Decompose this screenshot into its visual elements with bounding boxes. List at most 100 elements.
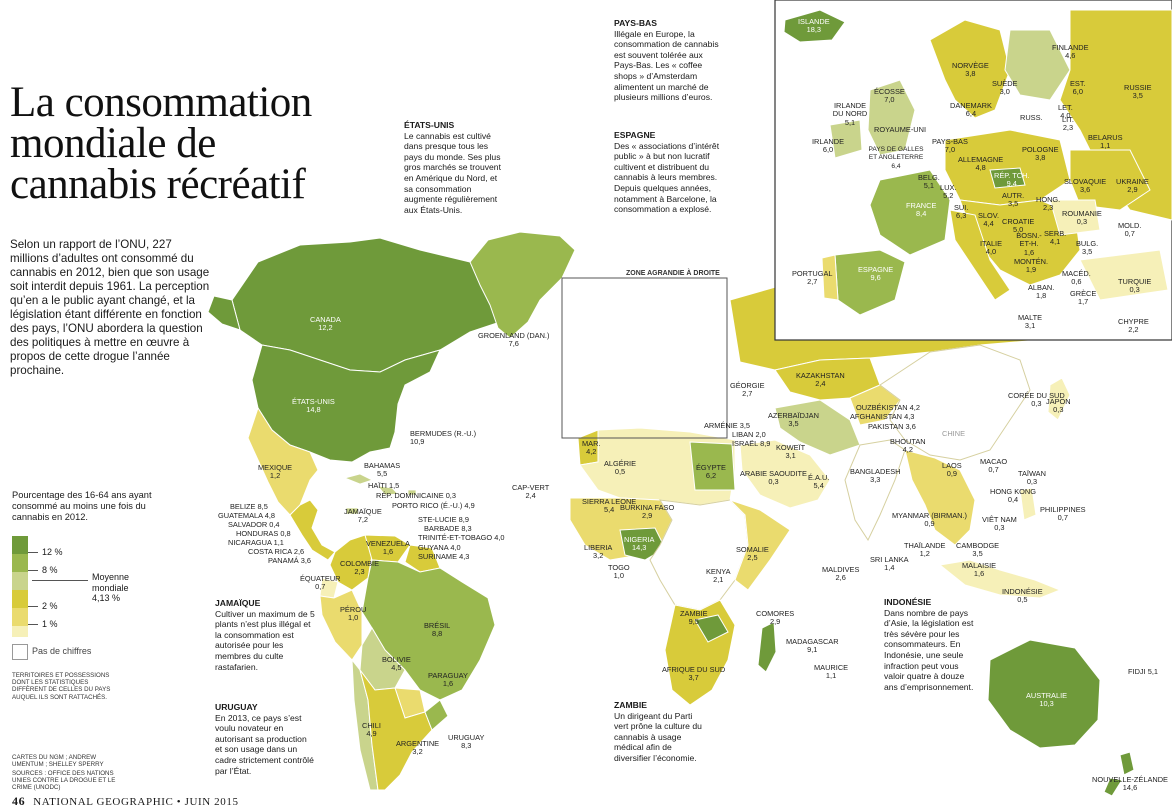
china-shape (879, 344, 1031, 461)
country-label: GÉORGIE 2,7 (730, 381, 765, 399)
europe-label: BOSN.-ET-H. 1,6 (1016, 231, 1042, 257)
legend-tick-2 (28, 606, 38, 607)
country-label: ÉQUATEUR 0,7 (300, 574, 341, 592)
country-label: TOGO 1,0 (608, 563, 630, 581)
europe-label: FINLANDE 4,6 (1052, 43, 1089, 61)
note-jamaique-title: JAMAÏQUE (215, 598, 261, 608)
country-label: HAÏTI 1,5 (368, 481, 400, 490)
country-label: CAP-VERT 2,4 (512, 483, 550, 501)
country-label: ARMÉNIE 3,5 (704, 421, 751, 430)
legend-swatch-2 (12, 554, 28, 572)
europe-label: NORVÈGE 3,8 (952, 61, 989, 79)
country-label: FIDJI 5,1 (1128, 667, 1158, 676)
legend-no-data-label: Pas de chiffres (32, 646, 92, 656)
territories-note: TERRITOIRES ET POSSESSIONS DONT LES STAT… (12, 672, 111, 701)
country-label: CANADA 12,2 (310, 315, 341, 333)
country-label: BURKINA FASO 2,9 (620, 503, 675, 521)
country-label: SRI LANKA 1,4 (870, 555, 909, 573)
europe-label: LET. 4,0 (1058, 103, 1073, 121)
country-label: MEXIQUE 1,2 (258, 463, 293, 481)
note-uruguay: URUGUAY En 2013, ce pays s’est voulu nov… (215, 702, 315, 776)
inset-turkey (1079, 249, 1169, 301)
country-label: TRINITÉ-ET-TOBAGO 4,0 (418, 533, 505, 542)
inset-ireland (829, 119, 863, 159)
country-label: PAKISTAN 3,6 (868, 422, 916, 431)
europe-label: MACÉD. 0,6 (1062, 269, 1091, 287)
legend-title: Pourcentage des 16-64 ans ayant consommé… (12, 490, 152, 522)
legend-swatch-6 (12, 626, 28, 637)
note-zambie: ZAMBIE Un dirigeant du Parti vert prône … (614, 700, 708, 764)
country-label: HONG KONG 0,4 (990, 487, 1036, 505)
new-zealand-shape (1103, 751, 1135, 797)
country-label: MADAGASCAR 9,1 (786, 637, 839, 655)
country-label: JAPON 0,3 (1046, 397, 1071, 415)
zone-label: ZONE AGRANDIE À DROITE (626, 270, 720, 277)
europe-label: ALBAN. 1,8 (1028, 283, 1055, 301)
note-jamaique-text: Cultiver un maximum de 5 plants n’est pl… (215, 608, 315, 672)
europe-label: AUTR. 3,5 (1002, 191, 1025, 209)
note-etats-unis-title: ÉTATS-UNIS (404, 120, 455, 130)
inset-france (869, 169, 951, 256)
country-label: AFGHANISTAN 4,3 (850, 412, 915, 421)
country-label: CAMBODGE 3,5 (956, 541, 1000, 559)
country-label: MYANMAR (BIRMAN.) 0,9 (892, 511, 967, 529)
country-label: SURINAME 4,3 (418, 552, 470, 561)
horn-africa-shape (729, 499, 791, 591)
europe-label: ROUMANIE 0,3 (1062, 209, 1102, 227)
europe-label: SUI. 6,3 (954, 203, 969, 221)
country-label: MALDIVES 2,6 (822, 565, 860, 583)
legend-tick-8 (28, 570, 38, 571)
country-label: TAÏWAN 0,3 (1018, 469, 1046, 487)
australia-shape (987, 639, 1101, 749)
country-label: BERMUDES (R.-U.) 10,9 (410, 429, 477, 447)
europe-label: RUSS. (1020, 113, 1043, 122)
country-label: URUGUAY 8,3 (448, 733, 485, 751)
central-america-shape (289, 499, 336, 561)
europe-label: PAYS-BAS 7,0 (932, 137, 968, 155)
europe-label: LIT. 2,3 (1062, 115, 1074, 133)
country-label: BRÉSIL 8,8 (424, 621, 451, 639)
europe-label: EST. 6,0 (1070, 79, 1086, 97)
note-etats-unis-text: Le cannabis est cultivé dans presque tou… (404, 130, 501, 215)
note-indonesie-text: Dans nombre de pays d’Asie, la législati… (884, 607, 974, 692)
europe-label: MOLD. 0,7 (1118, 221, 1142, 239)
country-label: MACAO 0,7 (980, 457, 1008, 475)
country-label: GROENLAND (DAN.) 7,6 (478, 331, 550, 349)
zambia-shape (694, 614, 729, 643)
country-label: CHILI 4,9 (362, 721, 381, 739)
country-label: LAOS 0,9 (942, 461, 962, 479)
alaska-shape (207, 295, 241, 331)
country-label: OUZBÉKISTAN 4,2 (856, 403, 920, 412)
europe-label: SLOV. 4,4 (978, 211, 1000, 229)
sources: SOURCES : OFFICE DES NATIONS UNIES CONTR… (12, 770, 116, 792)
note-pays-bas-title: PAYS-BAS (614, 18, 657, 28)
europe-label: ROYAUME-UNI (874, 125, 927, 134)
legend-average-value: 4,13 % (92, 593, 121, 603)
europe-label: ITALIE 4,0 (980, 239, 1003, 257)
inset-scandinavia (929, 19, 1011, 119)
zoom-frame (561, 277, 728, 439)
inset-ukraine (1069, 149, 1151, 211)
caribbean-shape (343, 473, 417, 515)
legend-tick-1 (28, 624, 38, 625)
japan-shape (1047, 377, 1071, 421)
country-label: COSTA RICA 2,6 (248, 547, 305, 556)
legend-break-1: 1 % (42, 619, 58, 629)
note-jamaique: JAMAÏQUE Cultiver un maximum de 5 plants… (215, 598, 315, 672)
southeast-asia-shape (904, 449, 976, 546)
legend-average: Moyenne mondiale 4,13 % (92, 572, 152, 604)
country-label: HONDURAS 0,8 (236, 529, 291, 538)
madagascar-shape (757, 621, 777, 673)
country-label: THAÏLANDE 1,2 (904, 541, 946, 559)
country-label: CORÉE DU SUD 0,3 (1008, 391, 1065, 409)
country-label: PÉROU 1,0 (340, 605, 367, 623)
europe-label: GRÈCE 1,7 (1070, 289, 1097, 307)
country-label: ZAMBIE 9,5 (680, 609, 708, 627)
country-label: ÉTATS-UNIS 14,8 (292, 397, 335, 415)
note-pays-bas-text: Illégale en Europe, la consommation de c… (614, 28, 719, 103)
country-label: ISRAËL 8,9 (732, 439, 771, 448)
note-indonesie: INDONÉSIE Dans nombre de pays d’Asie, la… (884, 597, 980, 692)
country-label: NICARAGUA 1,1 (228, 538, 284, 547)
footer-text: NATIONAL GEOGRAPHIC • JUIN 2015 (33, 796, 239, 808)
